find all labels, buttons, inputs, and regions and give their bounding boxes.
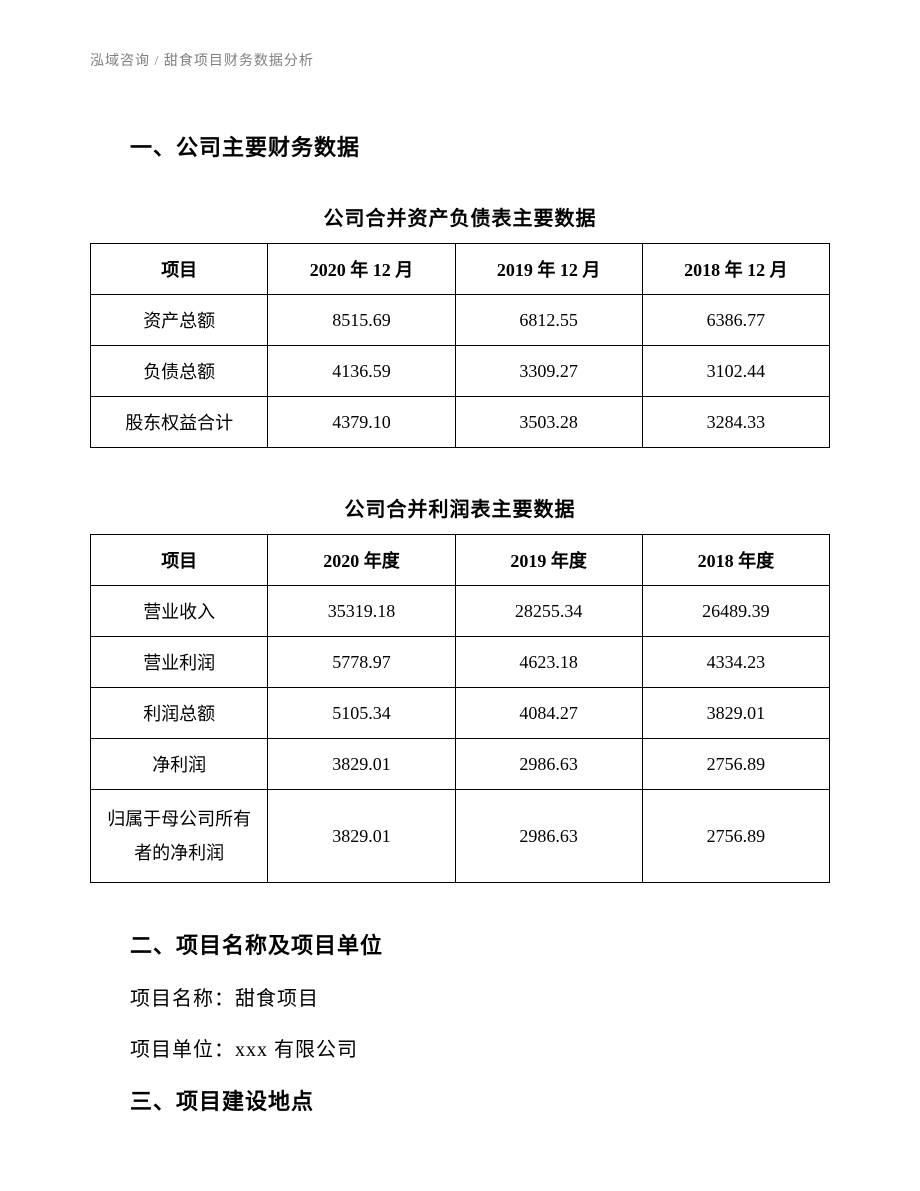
table-cell-value: 28255.34 xyxy=(455,586,642,637)
table-row: 资产总额 8515.69 6812.55 6386.77 xyxy=(91,295,830,346)
table-cell-label: 股东权益合计 xyxy=(91,397,268,448)
table-cell-value: 4084.27 xyxy=(455,688,642,739)
table-cell-value: 3829.01 xyxy=(268,790,455,883)
table-cell-value: 3829.01 xyxy=(268,739,455,790)
table-cell-label: 利润总额 xyxy=(91,688,268,739)
table-cell-value: 8515.69 xyxy=(268,295,455,346)
table-cell-value: 5778.97 xyxy=(268,637,455,688)
table-row: 股东权益合计 4379.10 3503.28 3284.33 xyxy=(91,397,830,448)
table-header-cell: 2018 年度 xyxy=(642,535,829,586)
project-name-line: 项目名称：甜食项目 xyxy=(130,982,830,1011)
table-row: 营业利润 5778.97 4623.18 4334.23 xyxy=(91,637,830,688)
table-cell-value: 26489.39 xyxy=(642,586,829,637)
table-cell-value: 4623.18 xyxy=(455,637,642,688)
project-unit-line: 项目单位：xxx 有限公司 xyxy=(130,1033,830,1062)
table-cell-value: 2756.89 xyxy=(642,739,829,790)
income-statement-table: 项目 2020 年度 2019 年度 2018 年度 营业收入 35319.18… xyxy=(90,534,830,883)
table-header-cell: 2019 年 12 月 xyxy=(455,244,642,295)
table-cell-value: 2756.89 xyxy=(642,790,829,883)
table-cell-value: 4334.23 xyxy=(642,637,829,688)
table-cell-label: 负债总额 xyxy=(91,346,268,397)
table-cell-value: 2986.63 xyxy=(455,790,642,883)
table-row: 净利润 3829.01 2986.63 2756.89 xyxy=(91,739,830,790)
table-header-cell: 2020 年 12 月 xyxy=(268,244,455,295)
table-cell-label: 营业收入 xyxy=(91,586,268,637)
table-cell-value: 3102.44 xyxy=(642,346,829,397)
section-2-heading: 二、项目名称及项目单位 xyxy=(130,928,830,960)
table-header-cell: 项目 xyxy=(91,244,268,295)
table-cell-label: 营业利润 xyxy=(91,637,268,688)
document-header: 泓域咨询 / 甜食项目财务数据分析 xyxy=(90,50,830,70)
table-1-title: 公司合并资产负债表主要数据 xyxy=(90,202,830,231)
table-cell-label: 归属于母公司所有者的净利润 xyxy=(91,790,268,883)
table-2-title: 公司合并利润表主要数据 xyxy=(90,493,830,522)
table-cell-value: 4379.10 xyxy=(268,397,455,448)
balance-sheet-table: 项目 2020 年 12 月 2019 年 12 月 2018 年 12 月 资… xyxy=(90,243,830,448)
table-cell-label: 净利润 xyxy=(91,739,268,790)
table-header-cell: 2020 年度 xyxy=(268,535,455,586)
table-cell-value: 3309.27 xyxy=(455,346,642,397)
table-cell-value: 3284.33 xyxy=(642,397,829,448)
table-cell-value: 5105.34 xyxy=(268,688,455,739)
table-header-cell: 项目 xyxy=(91,535,268,586)
table-cell-value: 3829.01 xyxy=(642,688,829,739)
table-row: 营业收入 35319.18 28255.34 26489.39 xyxy=(91,586,830,637)
table-row: 归属于母公司所有者的净利润 3829.01 2986.63 2756.89 xyxy=(91,790,830,883)
table-header-cell: 2019 年度 xyxy=(455,535,642,586)
table-cell-label: 资产总额 xyxy=(91,295,268,346)
table-cell-value: 2986.63 xyxy=(455,739,642,790)
table-cell-value: 35319.18 xyxy=(268,586,455,637)
table-header-cell: 2018 年 12 月 xyxy=(642,244,829,295)
table-cell-value: 6812.55 xyxy=(455,295,642,346)
table-row: 负债总额 4136.59 3309.27 3102.44 xyxy=(91,346,830,397)
table-header-row: 项目 2020 年 12 月 2019 年 12 月 2018 年 12 月 xyxy=(91,244,830,295)
table-cell-value: 3503.28 xyxy=(455,397,642,448)
table-row: 利润总额 5105.34 4084.27 3829.01 xyxy=(91,688,830,739)
section-1-heading: 一、公司主要财务数据 xyxy=(130,130,830,162)
table-cell-value: 4136.59 xyxy=(268,346,455,397)
table-header-row: 项目 2020 年度 2019 年度 2018 年度 xyxy=(91,535,830,586)
section-3-heading: 三、项目建设地点 xyxy=(130,1084,830,1116)
table-cell-value: 6386.77 xyxy=(642,295,829,346)
